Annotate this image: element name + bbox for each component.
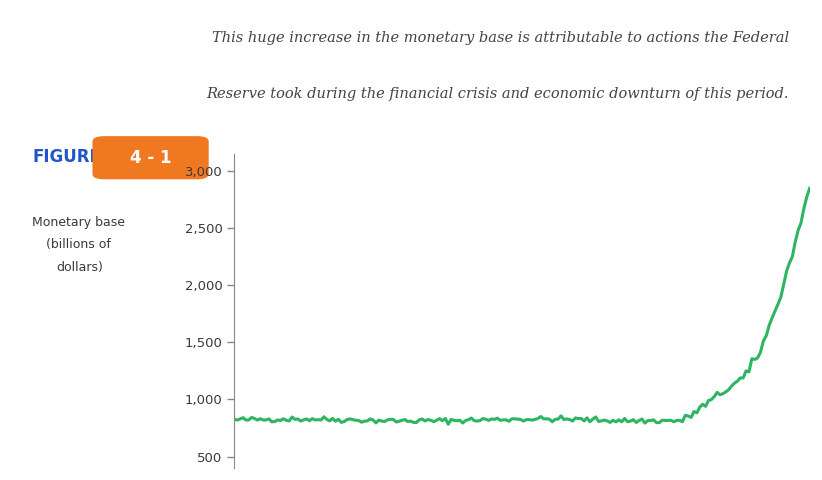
Text: Reserve took during the financial crisis and economic downturn of this period.: Reserve took during the financial crisis… [206, 87, 789, 101]
Text: (billions of: (billions of [46, 239, 111, 252]
Text: dollars): dollars) [57, 261, 104, 274]
Text: 4 - 1: 4 - 1 [130, 149, 172, 167]
Text: Monetary base: Monetary base [32, 216, 126, 229]
Text: FIGURE: FIGURE [32, 148, 101, 166]
FancyBboxPatch shape [92, 136, 209, 180]
Text: This huge increase in the monetary base is attributable to actions the Federal: This huge increase in the monetary base … [212, 31, 789, 45]
